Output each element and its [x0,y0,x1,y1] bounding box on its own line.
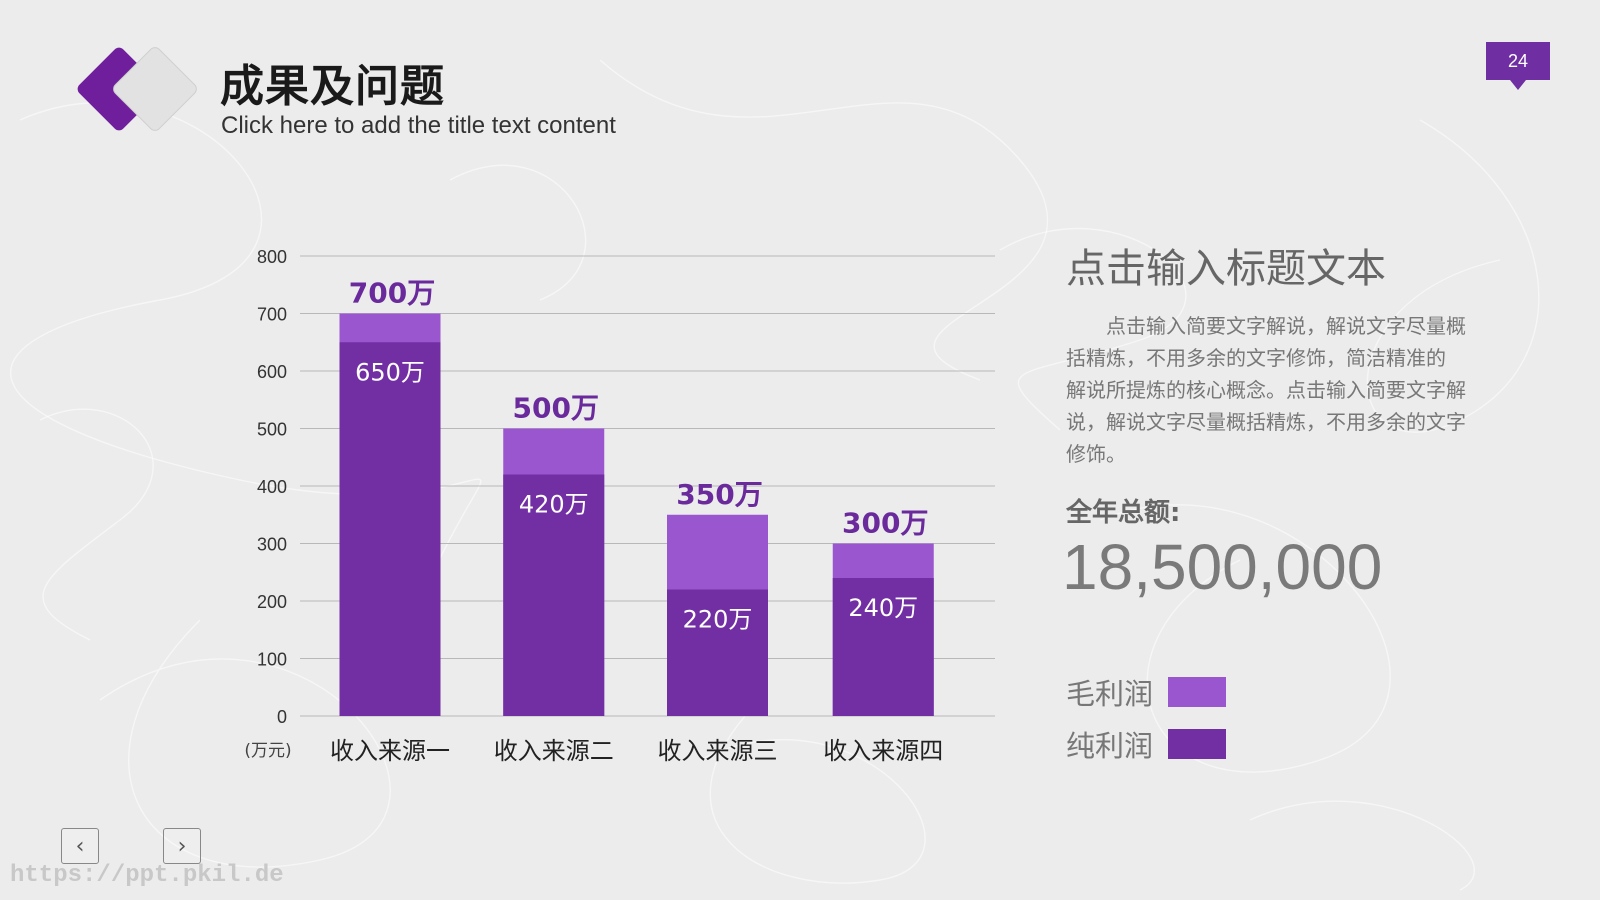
page-subtitle: Click here to add the title text content [221,112,616,139]
data-label-net: 420万 [519,491,589,519]
data-label-gross: 700万 [349,277,435,310]
total-value: 18,500,000 [1062,531,1383,603]
data-label-gross: 350万 [676,478,762,511]
legend-swatch-net [1168,729,1226,759]
legend-swatch-gross [1168,677,1226,707]
x-tick-label: 收入来源二 [494,737,614,765]
y-tick-label: 500 [257,420,287,440]
x-tick-label: 收入来源一 [330,737,450,765]
legend-label: 纯利润 [1066,729,1154,763]
legend-item-gross: 毛利润 [1066,672,1226,712]
data-label-gross: 300万 [842,507,928,540]
bar-net [832,578,934,716]
bar-net [339,342,441,716]
chevron-left-icon: ‹ [75,833,85,859]
data-label-net: 220万 [683,606,753,634]
bar-net [667,589,768,716]
total-label: 全年总额: [1066,498,1181,528]
side-description: 点击输入简要文字解说，解说文字尽量概括精炼，不用多余的文字修饰，简洁精准的 解说… [1066,314,1466,466]
x-tick-label: 收入来源三 [658,737,778,765]
y-tick-label: 100 [257,650,287,670]
page-title: 成果及问题 [220,61,445,112]
y-tick-label: 200 [257,592,287,612]
legend-item-net: 纯利润 [1066,724,1226,764]
bar-net [503,474,605,716]
side-title: 点击输入标题文本 [1066,246,1386,292]
y-tick-label: 0 [277,707,287,727]
y-tick-label: 700 [257,305,287,325]
y-tick-label: 300 [257,535,287,555]
next-button[interactable]: › [163,828,201,864]
logo-diamond-icon [77,47,197,131]
y-unit-label: (万元) [244,741,291,761]
data-label-net: 240万 [848,594,918,622]
y-tick-label: 400 [257,477,287,497]
y-tick-label: 800 [257,247,287,267]
watermark: https://ppt.pkil.de [10,862,284,889]
x-tick-label: 收入来源四 [823,737,943,765]
y-tick-label: 600 [257,362,287,382]
data-label-net: 650万 [355,358,425,386]
data-label-gross: 500万 [513,392,599,425]
prev-button[interactable]: ‹ [61,828,99,864]
page-number-badge: 24 [1486,42,1550,90]
chevron-right-icon: › [177,833,187,859]
legend-label: 毛利润 [1066,677,1154,711]
